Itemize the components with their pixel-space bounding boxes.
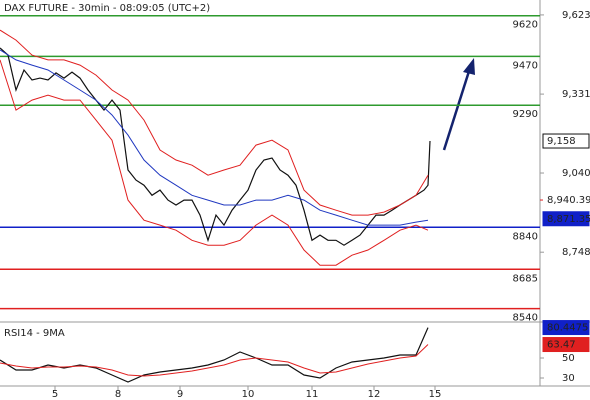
series-line <box>0 29 429 216</box>
y-tick-label: 9,040 <box>562 168 590 179</box>
plot-layer: 9,623 9,331 9,040 8,748 5 8 9 10 11 12 15 9620 9470 9… <box>0 10 590 400</box>
level-label: 9620 <box>513 20 538 31</box>
trend-arrow-head <box>463 58 475 75</box>
series-line <box>0 344 429 377</box>
value-marker-label: 8,871.35 <box>547 214 590 225</box>
value-marker <box>542 133 590 149</box>
series-line <box>0 47 431 246</box>
series-line <box>0 59 429 266</box>
rsi-title: RSI14 - 9MA <box>4 328 65 339</box>
level-label: 8540 <box>513 313 538 324</box>
value-marker <box>542 211 590 227</box>
trend-arrow <box>442 67 472 151</box>
level-label: 8685 <box>513 273 538 284</box>
x-tick-label: 11 <box>306 389 319 400</box>
y-tick-label: 9,623 <box>562 10 590 21</box>
level-label: 9470 <box>513 60 538 71</box>
value-marker-label: 8,940.39 <box>547 195 590 206</box>
level-label: 9290 <box>513 109 538 120</box>
x-tick-label: 15 <box>429 389 442 400</box>
y-tick-label: 9,331 <box>562 89 590 100</box>
series-line <box>0 49 429 226</box>
value-marker-label: 80.4475 <box>547 323 588 334</box>
level-label: 8840 <box>513 231 538 242</box>
x-tick-label: 8 <box>115 389 121 400</box>
y-tick-label: 50 <box>562 353 575 364</box>
y-tick-label: 30 <box>562 373 575 384</box>
chart-title: DAX FUTURE - 30min - 08:09:05 (UTC+2) <box>4 3 210 14</box>
x-tick-label: 5 <box>52 389 58 400</box>
value-marker-label: 63.47 <box>547 340 576 351</box>
x-tick-label: 12 <box>368 389 381 400</box>
value-marker <box>542 337 590 353</box>
value-marker-label: 9,158 <box>547 136 576 147</box>
value-marker <box>542 320 590 336</box>
x-tick-label: 10 <box>242 389 255 400</box>
y-tick-label: 8,748 <box>562 247 590 258</box>
x-tick-label: 9 <box>177 389 183 400</box>
